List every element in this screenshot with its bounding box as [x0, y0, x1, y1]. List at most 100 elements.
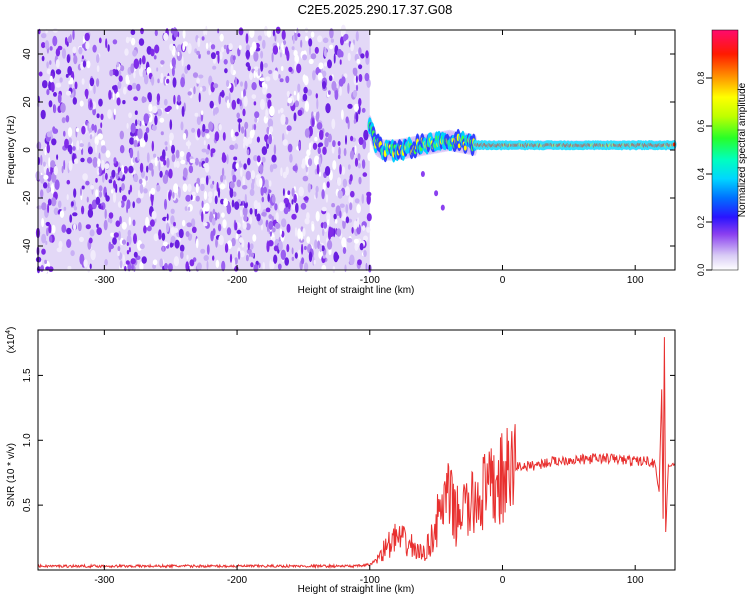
noise-speck [151, 140, 154, 152]
noise-speck [304, 262, 309, 273]
noise-speck [303, 176, 308, 181]
noise-speck [245, 44, 250, 52]
noise-speck [280, 107, 284, 114]
noise-speck [97, 158, 101, 167]
noise-speck [108, 212, 114, 219]
noise-speck [329, 44, 334, 50]
noise-speck [347, 164, 351, 170]
noise-speck [318, 250, 323, 260]
noise-speck [46, 68, 52, 75]
noise-speck [293, 90, 296, 96]
noise-speck [156, 184, 161, 192]
noise-speck [172, 192, 175, 199]
noise-speck [150, 187, 156, 195]
branch-mark [420, 171, 425, 177]
noise-speck [291, 213, 297, 220]
noise-speck [341, 166, 346, 175]
noise-speck [317, 35, 323, 43]
noise-speck [56, 247, 62, 253]
noise-speck [79, 100, 84, 107]
noise-speck [120, 200, 125, 208]
noise-speck [306, 236, 311, 244]
noise-speck [343, 33, 349, 41]
noise-speck [209, 100, 214, 109]
noise-speck [82, 173, 88, 181]
noise-speck [353, 118, 357, 124]
noise-speck [331, 145, 335, 154]
noise-speck [50, 183, 55, 194]
noise-speck [92, 107, 96, 116]
noise-speck [159, 258, 164, 268]
noise-speck [325, 132, 330, 138]
noise-speck [61, 117, 66, 124]
noise-speck [179, 244, 185, 252]
noise-speck [339, 203, 345, 208]
noise-speck [231, 199, 235, 208]
noise-speck [52, 35, 58, 47]
noise-speck [223, 59, 228, 65]
noise-speck [243, 163, 247, 170]
noise-speck [113, 157, 117, 164]
noise-speck [172, 77, 177, 88]
noise-speck [116, 61, 120, 68]
snr-x-label: Height of straight line (km) [298, 584, 415, 595]
noise-speck [356, 204, 361, 214]
noise-speck [129, 36, 132, 42]
noise-speck [186, 222, 192, 228]
noise-speck [278, 109, 280, 114]
noise-speck [178, 228, 184, 239]
noise-speck [310, 53, 317, 60]
noise-speck [66, 239, 72, 248]
noise-speck [259, 177, 263, 188]
noise-speck [90, 249, 96, 261]
noise-speck [271, 237, 276, 242]
noise-speck [337, 189, 343, 199]
noise-speck [162, 149, 166, 160]
noise-speck [143, 188, 148, 194]
noise-speck [46, 227, 49, 237]
noise-speck [98, 185, 103, 192]
noise-speck [237, 47, 241, 57]
noise-speck [182, 43, 185, 52]
noise-speck [164, 263, 168, 271]
noise-speck [35, 256, 42, 263]
noise-speck [239, 160, 242, 168]
noise-speck [69, 77, 74, 85]
noise-speck [294, 100, 299, 108]
noise-speck [267, 118, 274, 128]
noise-speck [171, 153, 176, 163]
noise-speck [117, 230, 121, 241]
noise-speck [316, 122, 323, 130]
noise-speck [257, 68, 261, 77]
noise-speck [48, 266, 54, 272]
noise-speck [253, 51, 259, 62]
noise-speck [130, 29, 136, 36]
noise-speck [86, 196, 89, 203]
noise-speck [55, 59, 60, 68]
noise-speck [322, 228, 325, 237]
noise-speck [240, 81, 243, 87]
noise-speck [43, 174, 49, 180]
noise-speck [366, 213, 372, 222]
noise-speck [108, 89, 112, 100]
noise-speck [136, 83, 141, 92]
noise-speck [74, 158, 79, 164]
noise-speck [358, 64, 363, 70]
noise-speck [53, 207, 59, 216]
noise-speck [261, 156, 266, 163]
noise-speck [156, 67, 159, 72]
noise-speck [57, 200, 62, 209]
noise-speck [94, 124, 97, 133]
noise-speck [228, 43, 233, 51]
noise-speck [182, 132, 187, 140]
noise-speck [77, 222, 82, 232]
noise-speck [353, 103, 359, 112]
branch-mark [434, 190, 439, 197]
noise-speck [360, 53, 365, 59]
noise-speck [339, 86, 342, 96]
noise-speck [208, 75, 213, 86]
noise-speck [358, 74, 363, 82]
noise-speck [105, 192, 108, 200]
noise-speck [39, 174, 45, 184]
noise-speck [201, 211, 204, 223]
